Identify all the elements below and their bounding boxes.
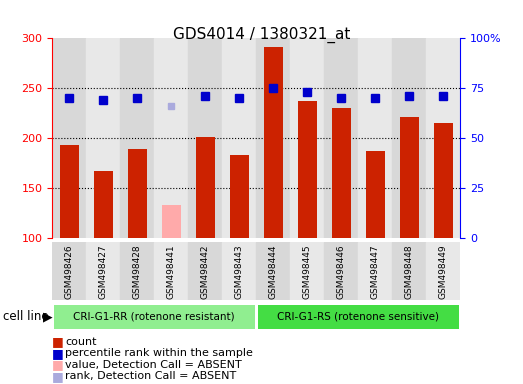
Text: cell line: cell line bbox=[3, 310, 48, 323]
Text: ■: ■ bbox=[52, 370, 64, 383]
Bar bbox=[290, 242, 324, 300]
Bar bbox=[86, 242, 120, 300]
Text: GSM498448: GSM498448 bbox=[405, 245, 414, 300]
Text: count: count bbox=[65, 337, 97, 347]
Bar bbox=[154, 38, 188, 238]
Bar bbox=[52, 242, 86, 300]
Bar bbox=[188, 242, 222, 300]
Text: rank, Detection Call = ABSENT: rank, Detection Call = ABSENT bbox=[65, 371, 236, 381]
Text: CRI-G1-RS (rotenone sensitive): CRI-G1-RS (rotenone sensitive) bbox=[277, 312, 439, 322]
Text: ■: ■ bbox=[52, 358, 64, 371]
Bar bbox=[188, 38, 222, 238]
Text: GDS4014 / 1380321_at: GDS4014 / 1380321_at bbox=[173, 27, 350, 43]
Text: percentile rank within the sample: percentile rank within the sample bbox=[65, 348, 253, 358]
Bar bbox=[324, 242, 358, 300]
Bar bbox=[290, 38, 324, 238]
Text: GSM498441: GSM498441 bbox=[167, 245, 176, 300]
Bar bbox=[52, 38, 86, 238]
Text: ▶: ▶ bbox=[43, 310, 53, 323]
Bar bbox=[222, 242, 256, 300]
Bar bbox=[256, 38, 290, 238]
Bar bbox=[162, 205, 180, 238]
Bar bbox=[400, 117, 418, 238]
Text: GSM498449: GSM498449 bbox=[439, 245, 448, 300]
FancyBboxPatch shape bbox=[258, 305, 459, 329]
Bar bbox=[426, 38, 460, 238]
Bar bbox=[324, 38, 358, 238]
Bar bbox=[426, 242, 460, 300]
Bar bbox=[94, 171, 112, 238]
Bar bbox=[264, 47, 282, 238]
Bar bbox=[256, 242, 290, 300]
Text: GSM498442: GSM498442 bbox=[201, 245, 210, 299]
Bar bbox=[196, 137, 214, 238]
Text: ■: ■ bbox=[52, 347, 64, 360]
Text: ■: ■ bbox=[52, 335, 64, 348]
Text: GSM498428: GSM498428 bbox=[133, 245, 142, 300]
Bar bbox=[222, 38, 256, 238]
Bar bbox=[60, 145, 78, 238]
Text: GSM498444: GSM498444 bbox=[269, 245, 278, 299]
Bar bbox=[154, 242, 188, 300]
Text: GSM498446: GSM498446 bbox=[337, 245, 346, 300]
Text: GSM498445: GSM498445 bbox=[303, 245, 312, 300]
Bar bbox=[392, 38, 426, 238]
Bar bbox=[366, 151, 384, 238]
Bar bbox=[230, 155, 248, 238]
Bar bbox=[86, 38, 120, 238]
Text: GSM498427: GSM498427 bbox=[99, 245, 108, 300]
Bar bbox=[120, 242, 154, 300]
Bar bbox=[332, 108, 350, 238]
Text: GSM498443: GSM498443 bbox=[235, 245, 244, 300]
Text: GSM498447: GSM498447 bbox=[371, 245, 380, 300]
FancyBboxPatch shape bbox=[54, 305, 255, 329]
Bar bbox=[298, 101, 316, 238]
Bar bbox=[434, 123, 452, 238]
Bar bbox=[358, 38, 392, 238]
Bar bbox=[358, 242, 392, 300]
Text: value, Detection Call = ABSENT: value, Detection Call = ABSENT bbox=[65, 360, 242, 370]
Bar bbox=[120, 38, 154, 238]
Text: CRI-G1-RR (rotenone resistant): CRI-G1-RR (rotenone resistant) bbox=[73, 312, 235, 322]
Bar bbox=[128, 149, 146, 238]
Text: GSM498426: GSM498426 bbox=[65, 245, 74, 300]
Bar bbox=[392, 242, 426, 300]
